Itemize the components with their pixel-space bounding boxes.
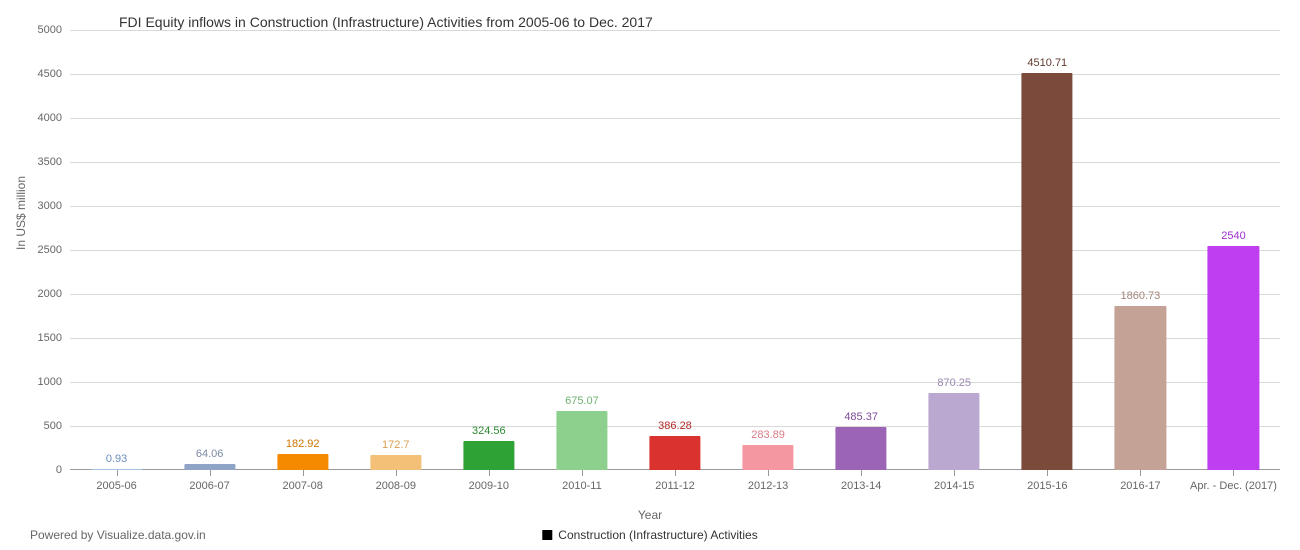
y-tick-label: 2500 bbox=[38, 244, 70, 256]
plot-area: 0500100015002000250030003500400045005000… bbox=[70, 30, 1280, 470]
bar bbox=[649, 436, 700, 470]
bar-slot: 870.25 bbox=[908, 30, 1001, 470]
x-tick-label: 2013-14 bbox=[841, 480, 881, 493]
bar bbox=[91, 469, 142, 470]
y-tick-label: 4000 bbox=[38, 112, 70, 124]
x-tick bbox=[1140, 470, 1141, 476]
x-tick bbox=[954, 470, 955, 476]
bar-slot: 283.89 bbox=[722, 30, 815, 470]
legend-text: Construction (Infrastructure) Activities bbox=[558, 528, 757, 542]
bar-slot: 485.37 bbox=[815, 30, 908, 470]
bar bbox=[1022, 73, 1073, 470]
bar bbox=[742, 445, 793, 470]
bar bbox=[184, 464, 235, 470]
bar bbox=[1115, 306, 1166, 470]
bar-value-label: 4510.71 bbox=[1027, 57, 1067, 69]
x-tick-label: 2010-11 bbox=[562, 480, 602, 493]
bar-value-label: 283.89 bbox=[751, 429, 785, 441]
x-tick bbox=[768, 470, 769, 476]
y-axis-label: In US$ million bbox=[14, 176, 28, 250]
x-tick bbox=[675, 470, 676, 476]
bar bbox=[370, 455, 421, 470]
x-tick bbox=[210, 470, 211, 476]
x-tick bbox=[1047, 470, 1048, 476]
x-tick-label: 2012-13 bbox=[748, 480, 788, 493]
x-axis-label: Year bbox=[638, 508, 662, 522]
x-tick-label: 2016-17 bbox=[1120, 480, 1160, 493]
x-tick bbox=[489, 470, 490, 476]
y-tick-label: 0 bbox=[56, 464, 70, 476]
x-tick-label: 2014-15 bbox=[934, 480, 974, 493]
y-tick-label: 4500 bbox=[38, 68, 70, 80]
x-tick bbox=[396, 470, 397, 476]
x-tick-label: Apr. - Dec. (2017) bbox=[1190, 480, 1277, 493]
y-tick-label: 1500 bbox=[38, 332, 70, 344]
bar bbox=[556, 411, 607, 470]
chart-container: FDI Equity inflows in Construction (Infr… bbox=[0, 0, 1300, 550]
bar-value-label: 2540 bbox=[1221, 230, 1245, 242]
bar-slot: 4510.71 bbox=[1001, 30, 1094, 470]
x-tick bbox=[1233, 470, 1234, 476]
bar-slot: 1860.73 bbox=[1094, 30, 1187, 470]
x-tick-label: 2007-08 bbox=[283, 480, 323, 493]
bar-slot: 324.56 bbox=[442, 30, 535, 470]
x-tick bbox=[117, 470, 118, 476]
bar-slot: 0.93 bbox=[70, 30, 163, 470]
y-tick-label: 2000 bbox=[38, 288, 70, 300]
bar-slot: 64.06 bbox=[163, 30, 256, 470]
legend-swatch bbox=[542, 530, 552, 540]
x-tick-label: 2011-12 bbox=[655, 480, 695, 493]
bar-value-label: 0.93 bbox=[106, 453, 127, 465]
x-tick-label: 2009-10 bbox=[469, 480, 509, 493]
x-tick-label: 2005-06 bbox=[96, 480, 136, 493]
bar bbox=[277, 454, 328, 470]
chart-title: FDI Equity inflows in Construction (Infr… bbox=[119, 14, 653, 30]
y-tick-label: 3000 bbox=[38, 200, 70, 212]
bar-slot: 675.07 bbox=[535, 30, 628, 470]
bar-value-label: 324.56 bbox=[472, 425, 506, 437]
legend: Construction (Infrastructure) Activities bbox=[542, 528, 757, 542]
bar-value-label: 172.7 bbox=[382, 439, 410, 451]
bar-value-label: 675.07 bbox=[565, 395, 599, 407]
y-tick-label: 5000 bbox=[38, 24, 70, 36]
footer-credit: Powered by Visualize.data.gov.in bbox=[30, 528, 206, 542]
x-tick-label: 2006-07 bbox=[189, 480, 229, 493]
x-tick-label: 2015-16 bbox=[1027, 480, 1067, 493]
bar-value-label: 386.28 bbox=[658, 420, 692, 432]
bar-value-label: 182.92 bbox=[286, 438, 320, 450]
bar bbox=[1208, 246, 1259, 470]
bar-value-label: 1860.73 bbox=[1120, 290, 1160, 302]
bar-slot: 386.28 bbox=[628, 30, 721, 470]
bar bbox=[836, 427, 887, 470]
x-tick bbox=[303, 470, 304, 476]
y-tick-label: 1000 bbox=[38, 376, 70, 388]
bar bbox=[929, 393, 980, 470]
bar-slot: 182.92 bbox=[256, 30, 349, 470]
x-tick bbox=[861, 470, 862, 476]
bar bbox=[463, 441, 514, 470]
bar-slot: 172.7 bbox=[349, 30, 442, 470]
bar-value-label: 870.25 bbox=[937, 377, 971, 389]
x-tick-label: 2008-09 bbox=[376, 480, 416, 493]
y-tick-label: 3500 bbox=[38, 156, 70, 168]
x-tick bbox=[582, 470, 583, 476]
bar-value-label: 485.37 bbox=[844, 411, 878, 423]
bar-value-label: 64.06 bbox=[196, 448, 224, 460]
y-tick-label: 500 bbox=[44, 420, 70, 432]
bar-slot: 2540 bbox=[1187, 30, 1280, 470]
